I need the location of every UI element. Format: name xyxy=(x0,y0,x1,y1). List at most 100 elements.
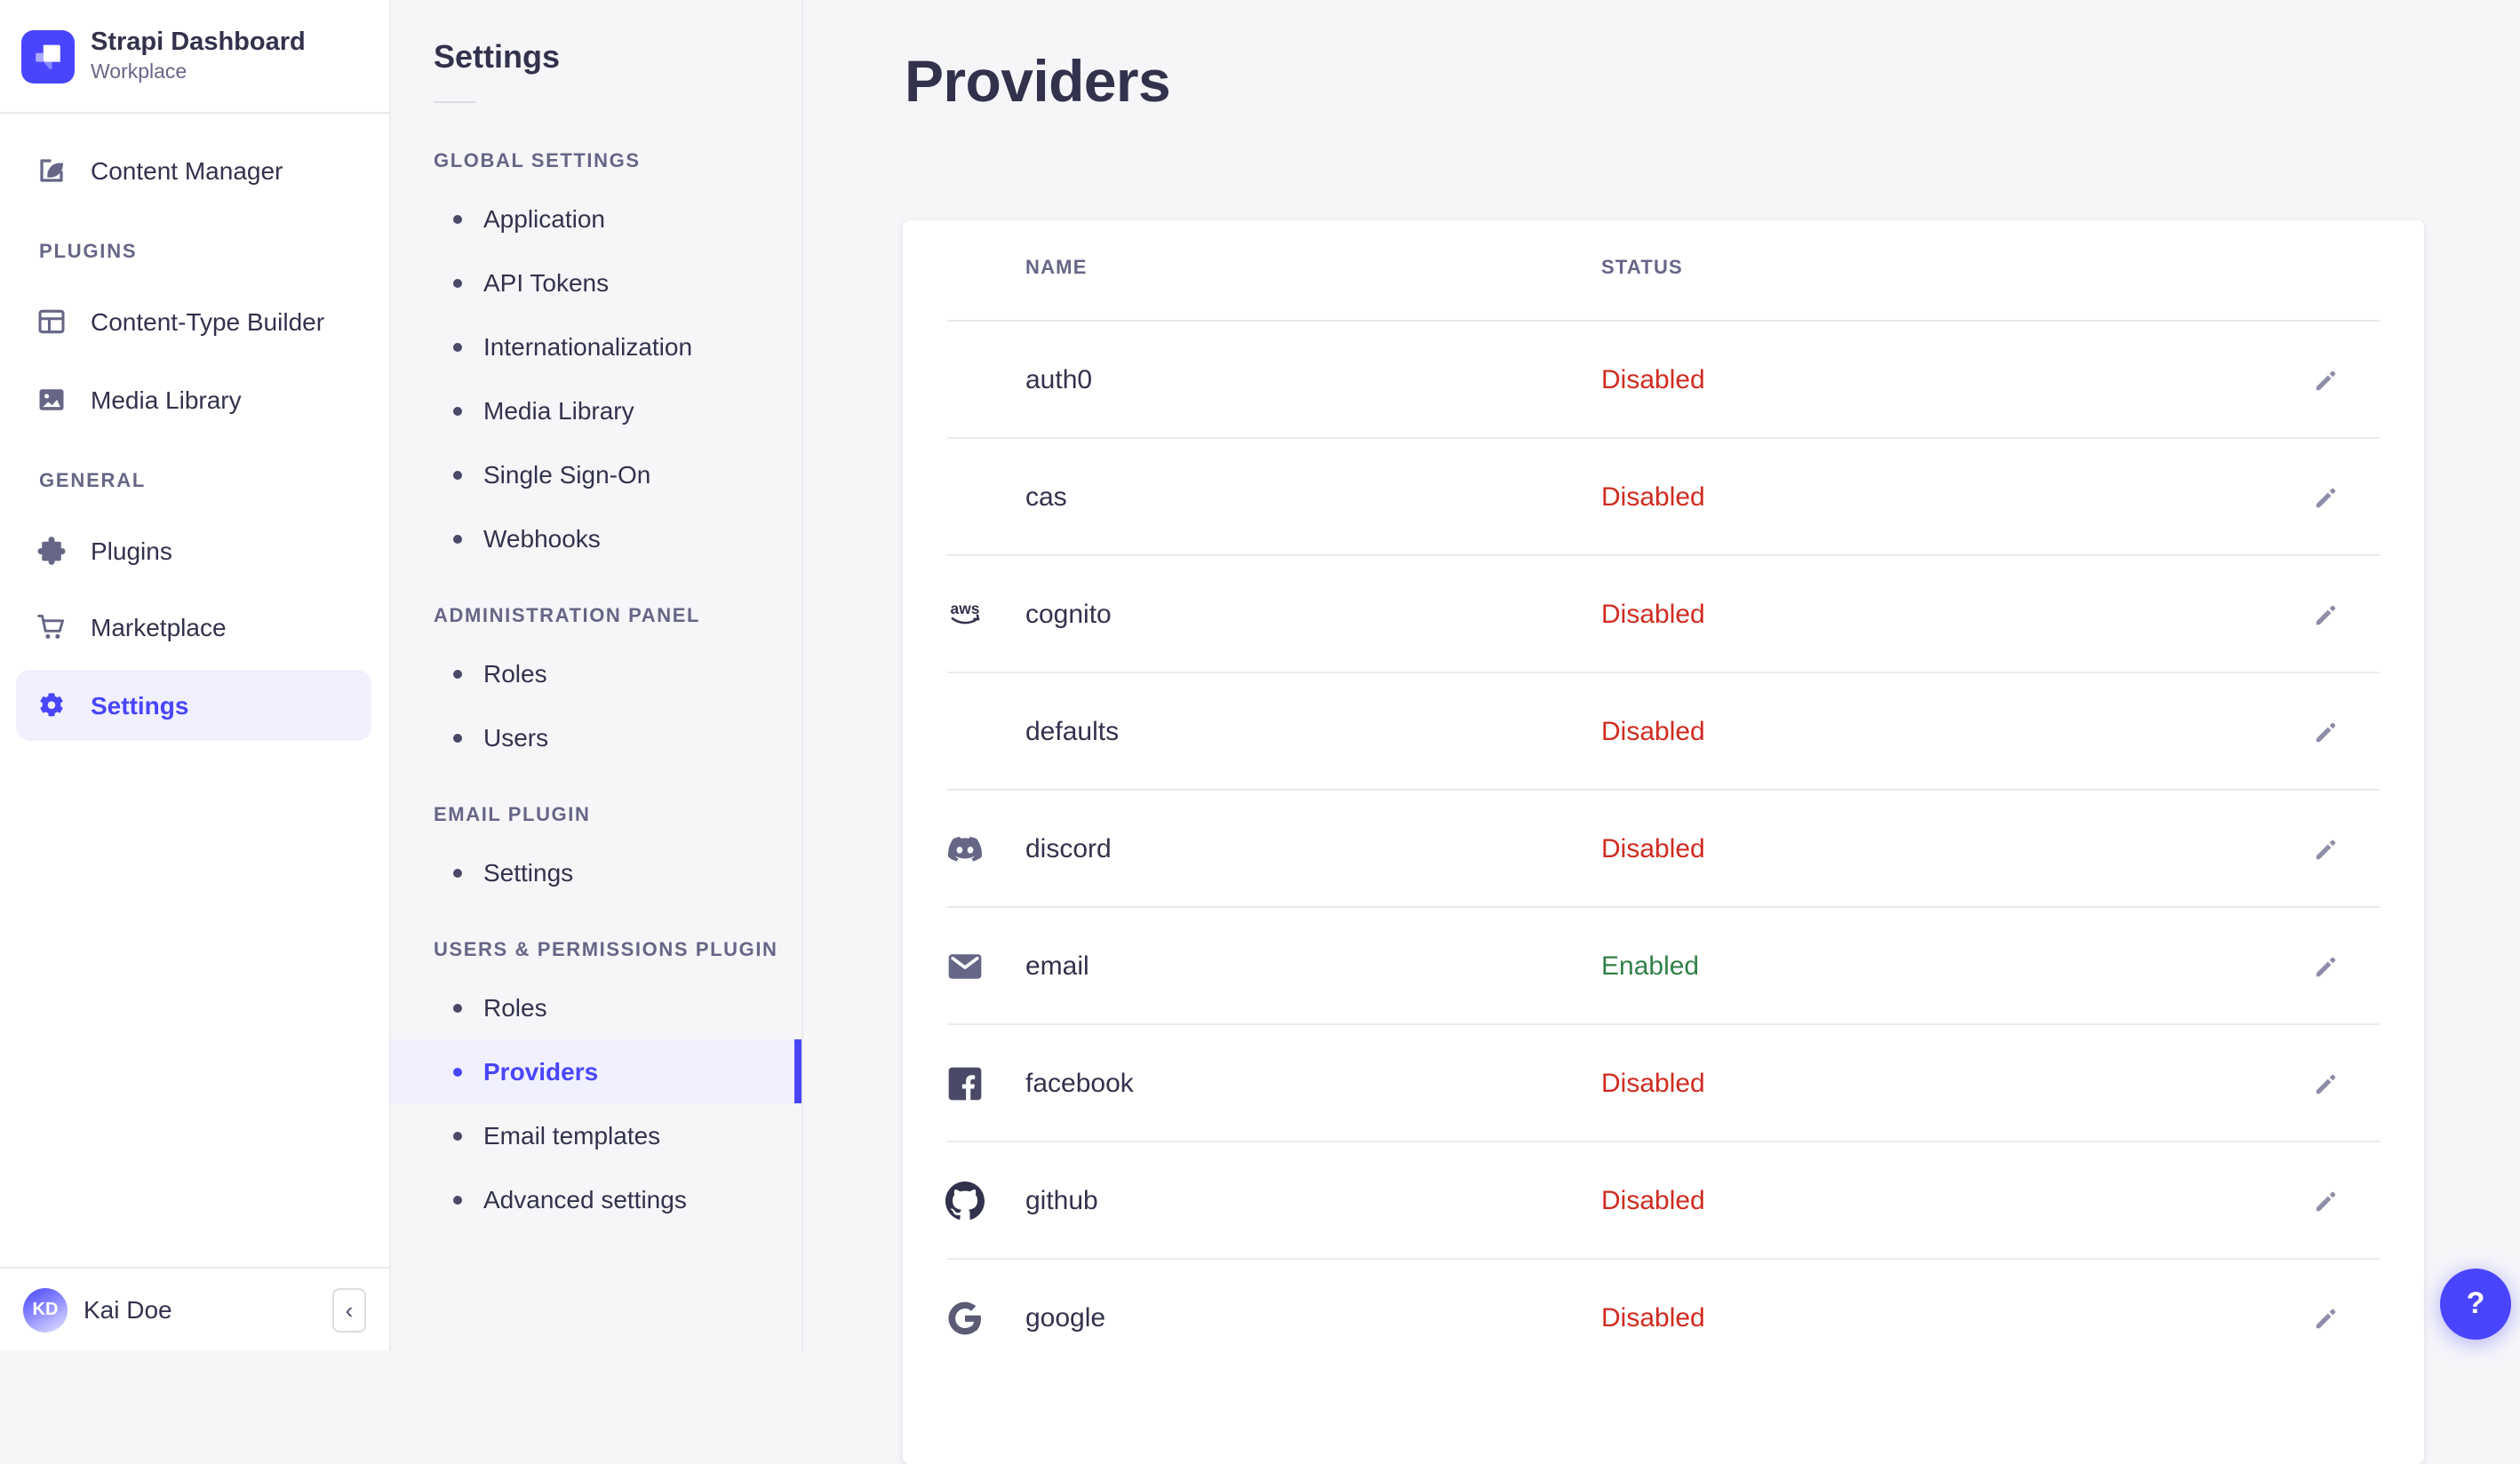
table-header: NAME STATUS xyxy=(946,220,2380,322)
subnav-item-admin-roles[interactable]: Roles xyxy=(391,641,801,705)
pencil-icon xyxy=(2312,1069,2341,1097)
user-name: Kai Doe xyxy=(84,1295,172,1324)
subnav-item-label: Single Sign-On xyxy=(483,460,651,489)
edit-provider-button[interactable] xyxy=(2303,1294,2349,1341)
bullet-icon xyxy=(453,406,462,415)
subnav-item-label: Settings xyxy=(483,858,574,887)
subnav-item-up-email-templates[interactable]: Email templates xyxy=(391,1103,801,1167)
bullet-icon xyxy=(453,214,462,223)
facebook-icon xyxy=(945,1063,984,1102)
brand-text: Strapi Dashboard Workplace xyxy=(91,28,306,85)
subnav-section-label: USERS & PERMISSIONS PLUGIN xyxy=(434,940,778,961)
sidebar-item-plugins[interactable]: Plugins xyxy=(0,521,389,578)
pencil-icon xyxy=(2312,834,2341,863)
edit-provider-button[interactable] xyxy=(2303,473,2349,520)
settings-subnav: Settings GLOBAL SETTINGS Application API T… xyxy=(391,0,803,1350)
marketplace-icon xyxy=(36,611,68,643)
table-row[interactable]: google Disabled xyxy=(946,1258,2380,1375)
edit-provider-button[interactable] xyxy=(2303,591,2349,637)
subnav-item-application[interactable]: Application xyxy=(391,187,801,251)
sidebar-item-label: Settings xyxy=(91,690,189,719)
bullet-icon xyxy=(453,1195,462,1204)
subnav-title: Settings xyxy=(434,39,561,75)
table-row[interactable]: facebook Disabled xyxy=(946,1023,2380,1141)
bullet-icon xyxy=(453,534,462,543)
pencil-icon xyxy=(2312,600,2341,628)
sidebar-item-content-manager[interactable]: Content Manager xyxy=(0,142,389,199)
svg-text:aws: aws xyxy=(950,599,979,617)
discord-icon xyxy=(945,829,984,868)
google-icon xyxy=(945,1298,984,1337)
pencil-icon xyxy=(2312,951,2341,980)
strapi-admin-app: Strapi Dashboard Workplace Content Manag… xyxy=(0,0,2511,1350)
brand-title: Strapi Dashboard xyxy=(91,28,306,57)
strapi-logo-icon xyxy=(21,30,75,84)
provider-name: discord xyxy=(1025,833,1112,863)
subnav-item-email-settings[interactable]: Settings xyxy=(391,840,801,904)
edit-provider-button[interactable] xyxy=(2303,708,2349,754)
subnav-section-label: GLOBAL SETTINGS xyxy=(434,151,641,172)
edit-provider-button[interactable] xyxy=(2303,356,2349,402)
sidebar-item-label: Content Manager xyxy=(91,156,283,185)
provider-name: facebook xyxy=(1025,1068,1134,1098)
subnav-item-single-sign-on[interactable]: Single Sign-On xyxy=(391,442,801,506)
main-sidebar: Strapi Dashboard Workplace Content Manag… xyxy=(0,0,391,1350)
subnav-item-up-roles[interactable]: Roles xyxy=(391,975,801,1039)
subnav-section: USERS & PERMISSIONS PLUGIN Roles Providers… xyxy=(391,940,801,1231)
status-badge: Disabled xyxy=(1601,481,1705,512)
workspace-switcher[interactable]: Strapi Dashboard Workplace xyxy=(0,0,389,114)
subnav-item-api-tokens[interactable]: API Tokens xyxy=(391,251,801,314)
column-header-name: NAME xyxy=(1025,258,1088,279)
subnav-item-media-library[interactable]: Media Library xyxy=(391,378,801,442)
main-nav: Content Manager PLUGINS Content-Type Build… xyxy=(0,114,389,740)
media-library-icon xyxy=(36,383,68,415)
table-row[interactable]: cas Disabled xyxy=(946,437,2380,554)
edit-provider-button[interactable] xyxy=(2303,1060,2349,1106)
subnav-item-label: Webhooks xyxy=(483,524,601,553)
nav-section-label: PLUGINS xyxy=(39,242,138,263)
email-icon xyxy=(945,946,984,985)
sidebar-item-label: Marketplace xyxy=(91,613,227,641)
table-row[interactable]: auth0 Disabled xyxy=(946,322,2380,437)
subnav-item-label: Providers xyxy=(483,1057,599,1086)
subnav-item-up-providers[interactable]: Providers xyxy=(391,1039,801,1103)
status-badge: Disabled xyxy=(1601,1068,1705,1098)
bullet-icon xyxy=(453,733,462,742)
table-row[interactable]: defaults Disabled xyxy=(946,672,2380,789)
sidebar-item-marketplace[interactable]: Marketplace xyxy=(0,599,389,656)
table-row[interactable]: aws cognito Disabled xyxy=(946,554,2380,672)
avatar[interactable]: KD xyxy=(23,1287,68,1332)
sidebar-footer: KD Kai Doe ‹ xyxy=(0,1267,389,1350)
subnav-item-up-advanced-settings[interactable]: Advanced settings xyxy=(391,1167,801,1231)
bullet-icon xyxy=(453,470,462,479)
column-header-status: STATUS xyxy=(1601,258,1683,279)
subnav-item-label: Roles xyxy=(483,659,547,688)
status-badge: Disabled xyxy=(1601,716,1705,746)
help-button[interactable]: ? xyxy=(2440,1269,2511,1340)
table-row[interactable]: email Enabled xyxy=(946,906,2380,1023)
edit-provider-button[interactable] xyxy=(2303,943,2349,989)
subnav-item-label: Application xyxy=(483,204,605,233)
sidebar-item-settings[interactable]: Settings xyxy=(16,669,371,740)
collapse-sidebar-button[interactable]: ‹ xyxy=(332,1287,366,1332)
github-icon xyxy=(945,1181,984,1220)
provider-name: auth0 xyxy=(1025,364,1093,394)
table-row[interactable]: github Disabled xyxy=(945,1141,2380,1258)
subnav-item-internationalization[interactable]: Internationalization xyxy=(391,314,801,378)
edit-provider-button[interactable] xyxy=(2303,825,2349,871)
bullet-icon xyxy=(453,669,462,678)
provider-name: email xyxy=(1025,951,1089,981)
edit-provider-button[interactable] xyxy=(2303,1177,2349,1223)
table-body: auth0 Disabled cas Disabled aws cognito Disabl… xyxy=(945,322,2380,1375)
provider-name: google xyxy=(1025,1302,1106,1333)
status-badge: Disabled xyxy=(1601,833,1705,863)
sidebar-item-media-library[interactable]: Media Library xyxy=(0,370,389,427)
status-badge: Disabled xyxy=(1601,1302,1705,1333)
bullet-icon xyxy=(453,868,462,877)
sidebar-item-content-type-builder[interactable]: Content-Type Builder xyxy=(0,293,389,350)
subnav-item-label: Email templates xyxy=(483,1121,661,1150)
subnav-item-admin-users[interactable]: Users xyxy=(391,705,801,769)
table-row[interactable]: discord Disabled xyxy=(946,789,2380,906)
subnav-item-webhooks[interactable]: Webhooks xyxy=(391,506,801,570)
pencil-icon xyxy=(2312,717,2341,745)
